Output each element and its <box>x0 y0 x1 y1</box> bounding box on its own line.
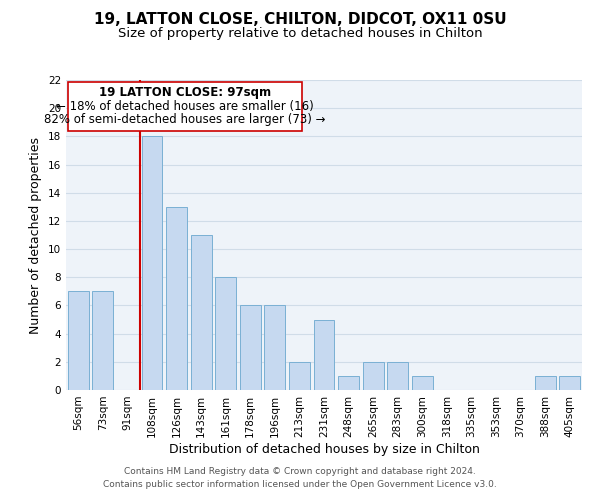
X-axis label: Distribution of detached houses by size in Chilton: Distribution of detached houses by size … <box>169 442 479 456</box>
Bar <box>289 362 310 390</box>
Bar <box>412 376 433 390</box>
Text: 19, LATTON CLOSE, CHILTON, DIDCOT, OX11 0SU: 19, LATTON CLOSE, CHILTON, DIDCOT, OX11 … <box>94 12 506 28</box>
Bar <box>362 362 383 390</box>
Bar <box>535 376 556 390</box>
Text: Contains HM Land Registry data © Crown copyright and database right 2024.: Contains HM Land Registry data © Crown c… <box>124 467 476 476</box>
Bar <box>314 320 334 390</box>
FancyBboxPatch shape <box>68 82 302 130</box>
Text: ← 18% of detached houses are smaller (16): ← 18% of detached houses are smaller (16… <box>56 100 314 112</box>
Y-axis label: Number of detached properties: Number of detached properties <box>29 136 43 334</box>
Bar <box>387 362 408 390</box>
Bar <box>559 376 580 390</box>
Bar <box>68 292 89 390</box>
Text: Size of property relative to detached houses in Chilton: Size of property relative to detached ho… <box>118 28 482 40</box>
Bar <box>191 235 212 390</box>
Text: 82% of semi-detached houses are larger (73) →: 82% of semi-detached houses are larger (… <box>44 113 326 126</box>
Bar <box>265 306 286 390</box>
Bar <box>142 136 163 390</box>
Bar <box>215 278 236 390</box>
Bar <box>240 306 261 390</box>
Text: 19 LATTON CLOSE: 97sqm: 19 LATTON CLOSE: 97sqm <box>99 86 271 100</box>
Bar <box>166 207 187 390</box>
Bar <box>338 376 359 390</box>
Bar <box>92 292 113 390</box>
Text: Contains public sector information licensed under the Open Government Licence v3: Contains public sector information licen… <box>103 480 497 489</box>
